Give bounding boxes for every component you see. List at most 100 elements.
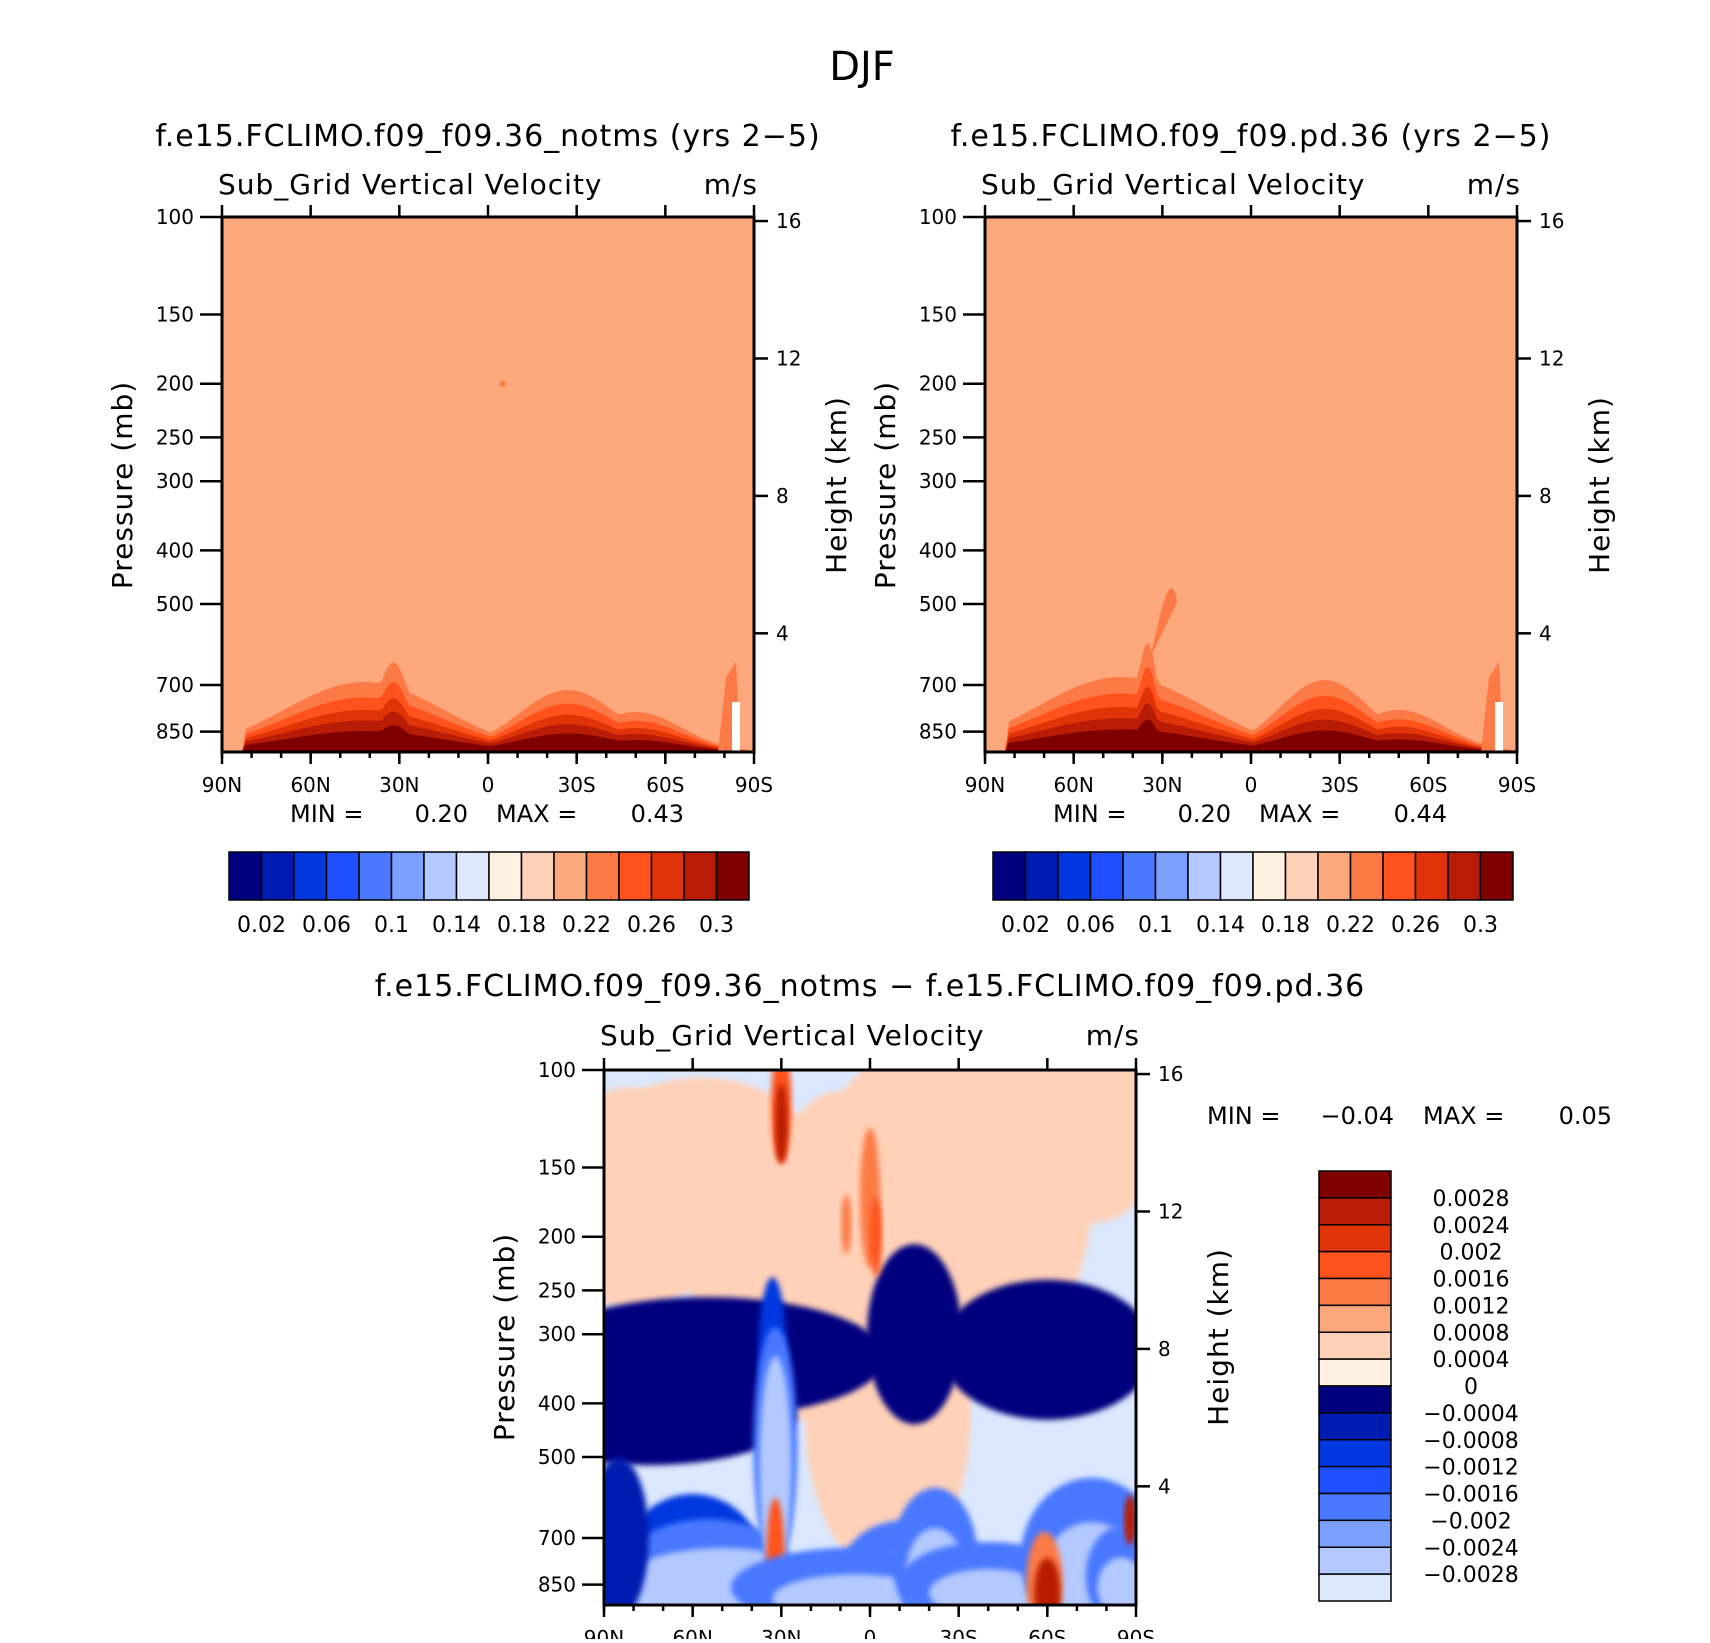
colorbar-swatch (1154, 851, 1189, 901)
panel-title: f.e15.FCLIMO.f09_f09.36_notms (yrs 2−5) (155, 119, 820, 154)
negative-region (604, 1457, 649, 1605)
y2-tick-label: 8 (1158, 1337, 1171, 1361)
min-label: MIN = (1207, 1102, 1280, 1130)
colorbar-swatch (1057, 851, 1092, 901)
y-tick-label: 400 (156, 538, 194, 562)
colorbar-label: −0.0012 (1423, 1456, 1518, 1481)
plot-area (985, 217, 1517, 752)
positive-plume (775, 1083, 788, 1164)
y2-axis-label: Height (km) (1202, 1248, 1235, 1426)
y-ticks: 100 150 200 250 300 400 500 700 850 (919, 205, 985, 744)
units-label: m/s (1467, 168, 1521, 201)
colorbar-label: 0.0012 (1433, 1294, 1510, 1319)
field-contours (222, 380, 754, 752)
y-tick-label: 100 (919, 205, 957, 229)
y2-ticks: 16 12 8 4 (1517, 209, 1564, 645)
x-tick-label: 60N (290, 773, 330, 797)
y-tick-label: 300 (538, 1322, 576, 1346)
colorbar-swatch (325, 851, 360, 901)
background-field (222, 217, 754, 752)
isolated-dot (499, 380, 506, 387)
x-tick-label: 30S (940, 1626, 978, 1639)
colorbar-swatch (1447, 851, 1482, 901)
colorbar-swatch (1089, 851, 1124, 901)
y-tick-label: 700 (538, 1526, 576, 1550)
colorbar-label: 0.22 (562, 913, 611, 938)
y-tick-label: 700 (156, 673, 194, 697)
colorbar-label: 0.0004 (1433, 1348, 1510, 1373)
colorbar-swatch (1318, 1197, 1392, 1226)
positive-region (841, 1194, 852, 1255)
positive-region (1020, 1070, 1136, 1224)
y2-axis-label: Height (km) (1583, 396, 1616, 574)
y-axis-label: Pressure (mb) (106, 381, 139, 589)
y-tick-label: 300 (156, 469, 194, 493)
y-tick-label: 150 (538, 1156, 576, 1180)
min-label: MIN = (1053, 800, 1126, 828)
min-value: 0.20 (1178, 800, 1231, 828)
y-tick-label: 250 (156, 425, 194, 449)
figure-title: DJF (829, 44, 895, 90)
x-tick-label: 30N (761, 1626, 801, 1639)
max-value: 0.43 (631, 800, 684, 828)
y-tick-label: 500 (156, 592, 194, 616)
colorbar-swatch (1318, 1331, 1392, 1360)
colorbar-swatch (1318, 1465, 1392, 1495)
x-tick-label: 90N (202, 773, 242, 797)
contour-layer-4 (985, 719, 1517, 752)
x-tick-label: 90N (965, 773, 1005, 797)
colorbar-label: 0.18 (1261, 913, 1310, 938)
colorbar-swatch (1318, 1170, 1392, 1199)
colorbar-swatch (553, 851, 588, 901)
colorbar-swatch (1284, 851, 1319, 901)
colorbar-label: 0 (1464, 1375, 1478, 1400)
y2-tick-label: 4 (1539, 621, 1552, 645)
y2-tick-label: 16 (776, 209, 801, 233)
x-tick-label: 90S (1498, 773, 1536, 797)
colorbar-swatch (1187, 851, 1222, 901)
x-tick-label: 0 (1245, 773, 1258, 797)
x-tick-label: 0 (482, 773, 495, 797)
colorbar-swatch (1318, 1439, 1392, 1468)
panel-pd: f.e15.FCLIMO.f09_f09.pd.36 (yrs 2−5) Sub… (869, 119, 1616, 938)
colorbar-label: 0.02 (237, 913, 286, 938)
field-contours (604, 1070, 1136, 1605)
y-tick-label: 150 (919, 303, 957, 327)
colorbar-label: 0.22 (1326, 913, 1375, 938)
colorbar-swatch (1318, 1412, 1392, 1441)
negative-region (1097, 1557, 1136, 1605)
colorbar-label: 0.26 (1391, 913, 1440, 938)
colorbar-swatch (1318, 1573, 1392, 1602)
colorbar-label: 0.1 (1138, 913, 1173, 938)
colorbar-swatch (423, 851, 458, 901)
y-tick-label: 200 (156, 372, 194, 396)
panel-subtitle: Sub_Grid Vertical Velocity (218, 168, 603, 201)
colorbar-label: 0.14 (1196, 913, 1245, 938)
colorbar-label: 0.06 (302, 913, 351, 938)
y-tick-label: 100 (156, 205, 194, 229)
colorbar-label: 0.1 (374, 913, 409, 938)
colorbar-swatch (715, 851, 750, 901)
panel-title: f.e15.FCLIMO.f09_f09.pd.36 (yrs 2−5) (951, 119, 1552, 154)
colorbar-label: −0.0028 (1423, 1563, 1518, 1588)
colorbar-label: −0.0016 (1423, 1483, 1518, 1508)
y-tick-label: 500 (919, 592, 957, 616)
y-tick-label: 250 (919, 425, 957, 449)
colorbar-swatch (228, 851, 263, 901)
y-tick-label: 400 (538, 1391, 576, 1415)
max-value: 0.44 (1394, 800, 1447, 828)
colorbar-swatch (260, 851, 295, 901)
y2-tick-label: 4 (1158, 1474, 1171, 1498)
colorbar-swatch (1318, 1304, 1392, 1333)
colorbar-swatch (585, 851, 620, 901)
colorbar-label: 0.14 (432, 913, 481, 938)
colorbar-swatch (390, 851, 425, 901)
y2-ticks: 16 12 8 4 (754, 209, 801, 645)
x-tick-label: 90N (584, 1626, 624, 1639)
y-ticks: 100 150 200 250 300 400 500 700 850 (156, 205, 222, 744)
colorbar-swatch (1382, 851, 1417, 901)
colorbar-swatch (1318, 1224, 1392, 1253)
y-tick-label: 200 (919, 372, 957, 396)
x-tick-label: 60S (1028, 1626, 1066, 1639)
colorbar-label: 0.002 (1440, 1241, 1503, 1266)
